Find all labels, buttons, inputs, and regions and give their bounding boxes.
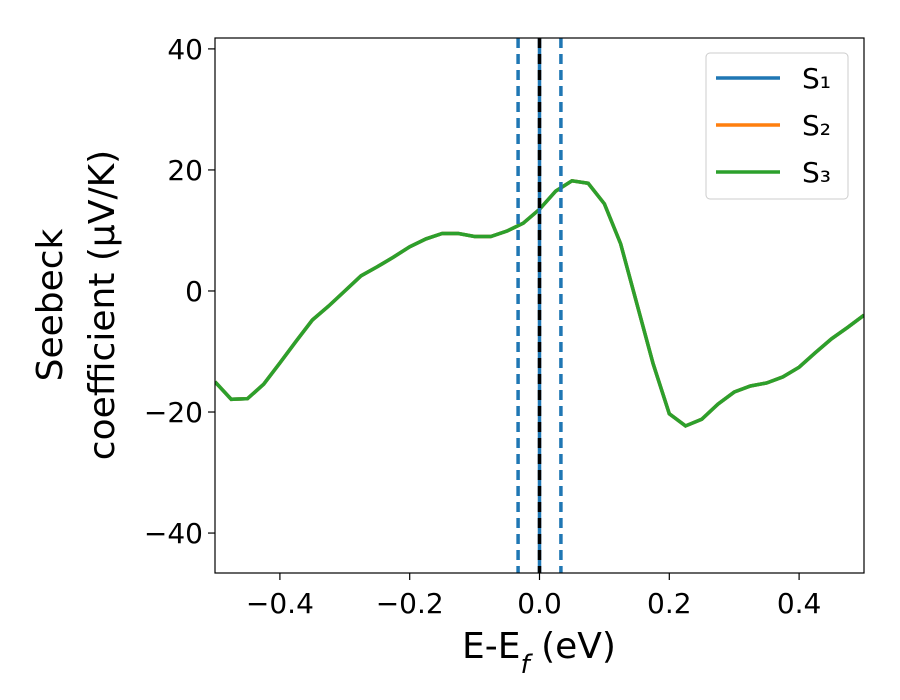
x-axis-label-part: E-E bbox=[462, 626, 520, 667]
x-tick-label: 0.0 bbox=[517, 587, 562, 620]
legend-label: S₁ bbox=[802, 62, 831, 95]
legend-label: S₂ bbox=[802, 109, 831, 142]
y-tick-label: 40 bbox=[167, 33, 203, 66]
x-tick-label: 0.4 bbox=[777, 587, 822, 620]
y-tick-label: −20 bbox=[144, 396, 203, 429]
x-axis-label: E-Ef (eV) bbox=[462, 626, 616, 680]
y-axis-label: coefficient (μV/K) bbox=[82, 150, 123, 460]
y-axis-label: Seebeck bbox=[30, 228, 71, 381]
legend-label: S₃ bbox=[802, 156, 831, 189]
plot-frame bbox=[214, 37, 865, 574]
y-tick-label: −40 bbox=[144, 517, 203, 550]
x-tick-label: 0.2 bbox=[647, 587, 692, 620]
y-tick-label: 0 bbox=[185, 275, 203, 308]
y-tick-label: 20 bbox=[167, 154, 203, 187]
x-tick-label: −0.4 bbox=[246, 587, 314, 620]
x-tick-label: −0.2 bbox=[376, 587, 444, 620]
x-axis-label-part: (eV) bbox=[530, 626, 616, 667]
